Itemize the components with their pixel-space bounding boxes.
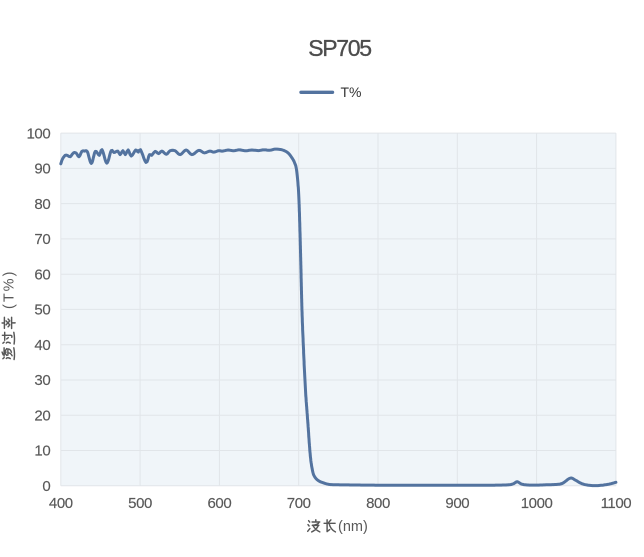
svg-text:80: 80 [34, 196, 50, 213]
svg-text:70: 70 [34, 231, 50, 248]
svg-text:800: 800 [366, 495, 390, 512]
svg-text:100: 100 [26, 125, 50, 142]
svg-text:700: 700 [287, 495, 311, 512]
svg-text:1000: 1000 [521, 495, 553, 512]
svg-text:1100: 1100 [601, 495, 632, 512]
svg-text:40: 40 [34, 337, 50, 354]
svg-text:SP705: SP705 [308, 35, 371, 61]
svg-text:(T%): (T%) [2, 270, 18, 309]
svg-text:60: 60 [34, 266, 50, 283]
svg-text:50: 50 [34, 302, 50, 319]
svg-text:900: 900 [445, 495, 469, 512]
svg-text:0: 0 [42, 478, 50, 495]
svg-text:10: 10 [34, 443, 50, 460]
svg-text:20: 20 [34, 408, 50, 425]
svg-text:30: 30 [34, 372, 50, 389]
svg-text:500: 500 [128, 495, 152, 512]
svg-text:90: 90 [34, 161, 50, 178]
svg-text:T%: T% [341, 84, 362, 100]
svg-text:400: 400 [49, 495, 73, 512]
svg-text:(nm): (nm) [338, 519, 368, 535]
svg-text:600: 600 [207, 495, 231, 512]
